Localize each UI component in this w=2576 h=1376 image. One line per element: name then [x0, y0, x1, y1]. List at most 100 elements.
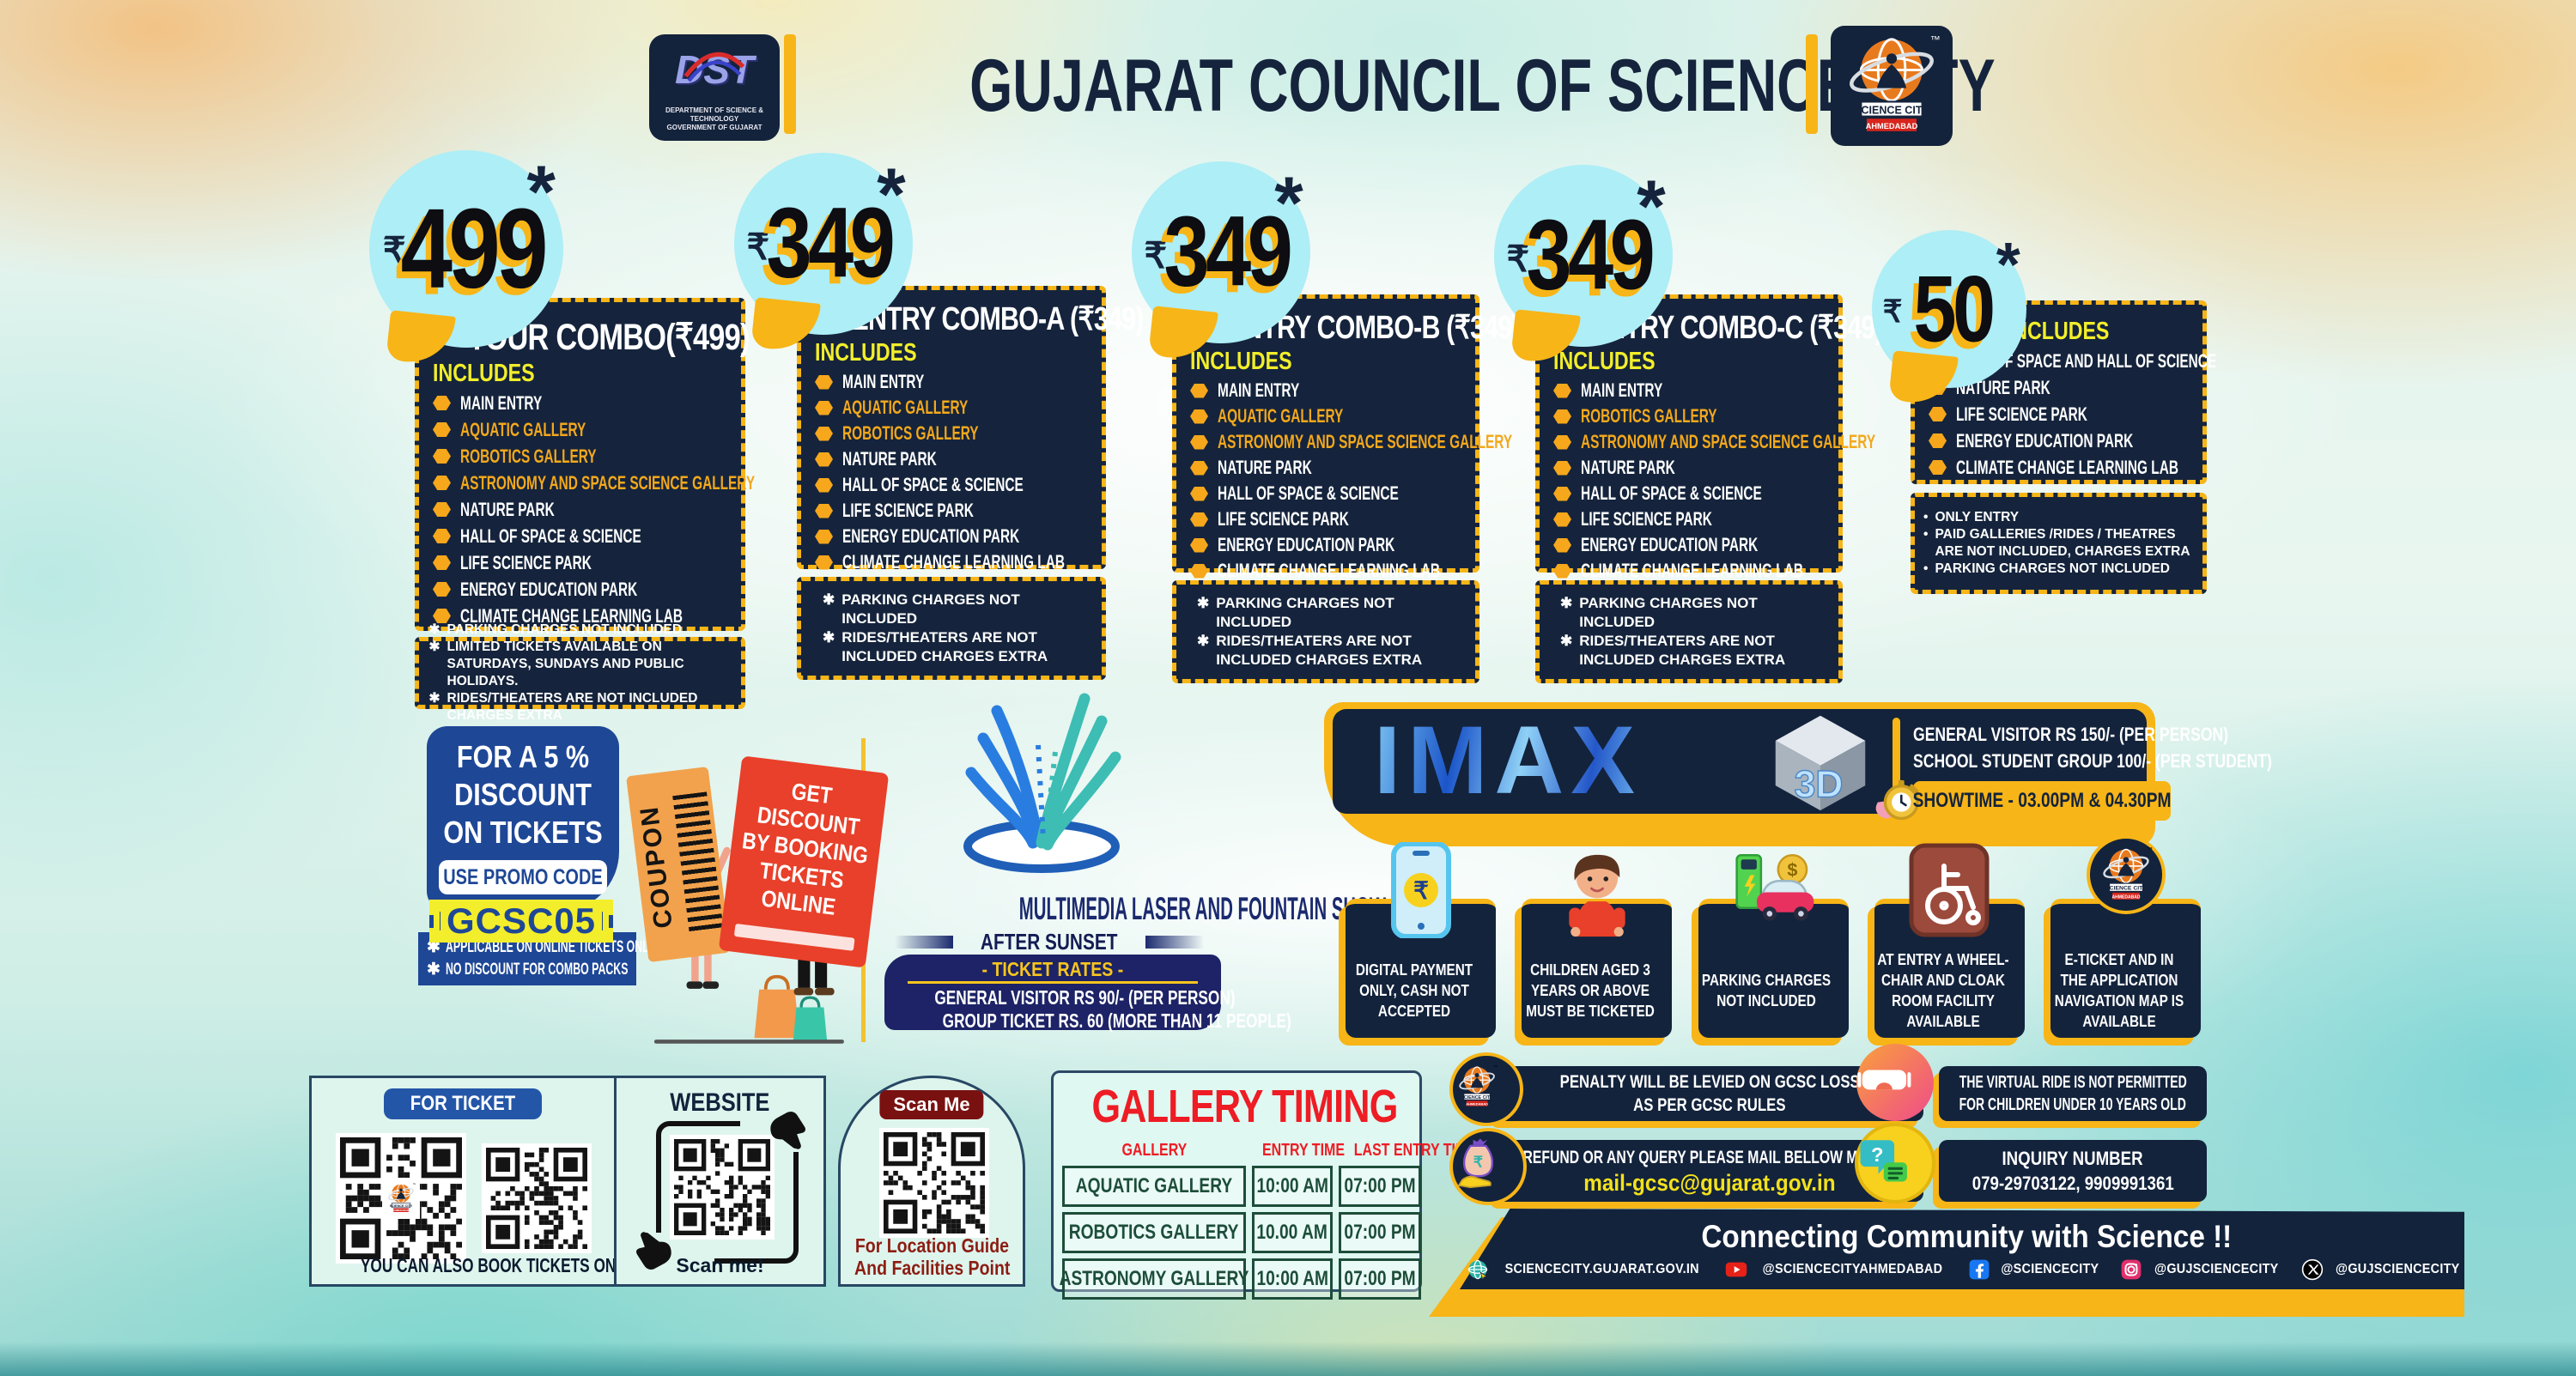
page-title: GUJARAT COUNCIL OF SCIENCE CITY — [969, 45, 1996, 127]
promo-code-decoration — [429, 914, 434, 928]
includes-label: INCLUDES — [1190, 348, 1292, 375]
hexagon-bullet-icon — [433, 502, 451, 517]
info-card-text: CHILDREN AGED 3 YEARS OR ABOVE MUST BE T… — [1526, 961, 1656, 1020]
scan-me-badge: Scan Me — [879, 1090, 984, 1119]
title-divider-bar — [784, 34, 796, 134]
social-item[interactable]: @SCIENCECITY — [1968, 1258, 2105, 1281]
combo-notes-c: ✱ PARKING CHARGES NOT INCLUDED ✱ RIDES/THEA… — [1535, 580, 1843, 683]
website-label[interactable]: WEBSITE — [670, 1088, 770, 1117]
svg-text:AHMEDABAD: AHMEDABAD — [2111, 894, 2140, 900]
combo-include-item: NATURE PARK — [433, 496, 727, 523]
info-card: PARKING CHARGES NOT INCLUDED $ — [1694, 846, 1853, 1045]
info-card-box: E-TICKET AND IN THE APPLICATION NAVIGATI… — [2050, 899, 2201, 1038]
for-ticket-badge: FOR TICKET — [384, 1088, 542, 1119]
svg-text:$: $ — [1787, 858, 1797, 880]
svg-text:SCIENCE CITY: SCIENCE CITY — [2105, 886, 2147, 892]
promo-code-decoration — [609, 914, 613, 928]
refund-email-link[interactable]: mail-gcsc@gujarat.gov.in — [1583, 1169, 1836, 1196]
combo-note: ✱ RIDES/THEATERS ARE NOT INCLUDED CHARGES… — [823, 629, 1048, 664]
svg-text:₹: ₹ — [1473, 1154, 1484, 1171]
combo-include-item: NATURE PARK — [1190, 455, 1461, 481]
combo-include-item: AQUATIC GALLERY — [433, 416, 727, 443]
price-asterisk: * — [526, 151, 556, 233]
rate-line: GROUP TICKET RS. 60 (MORE THAN 11 PEOPLE… — [942, 1009, 1291, 1032]
combo-include-item: LIFE SCIENCE PARK — [1190, 506, 1461, 532]
hexagon-bullet-icon — [433, 476, 451, 490]
location-qr-code — [879, 1128, 989, 1238]
combo-include-item: LIFE SCIENCE PARK — [1553, 506, 1825, 532]
combo-include-item: CLIMATE CHANGE LEARNING LAB — [1553, 558, 1825, 584]
social-handle[interactable]: SCIENCECITY.GUJARAT.GOV.IN — [1504, 1262, 1699, 1276]
combo-notes-b: ✱ PARKING CHARGES NOT INCLUDED ✱ RIDES/THEA… — [1172, 580, 1479, 683]
gallery-table-header: GALLERY — [1121, 1141, 1187, 1160]
decorative-bar — [1145, 936, 1204, 949]
combo-card-a: ENTRY COMBO-A (₹349) INCLUDES MAIN ENTRY… — [797, 286, 1144, 573]
price-bubble-combo-a: ₹ 349 * — [734, 153, 913, 335]
combo-include-item: ENERGY EDUCATION PARK — [1929, 427, 2189, 454]
info-card-text: DIGITAL PAYMENT ONLY, CASH NOT ACCEPTED — [1355, 961, 1473, 1020]
price-value: 50 — [1913, 255, 1996, 362]
hexagon-bullet-icon — [815, 374, 833, 390]
combo-include-item: LIFE SCIENCE PARK — [1929, 401, 2189, 427]
price-value: 349 — [1163, 196, 1292, 308]
virtual-ride-notice: THE VIRTUAL RIDE IS NOT PERMITTED FOR CH… — [1939, 1066, 2207, 1121]
rupee-symbol: ₹ — [1882, 293, 1903, 329]
hexagon-bullet-icon — [1929, 460, 1947, 475]
facebook-icon — [1968, 1258, 1990, 1281]
social-links-row: SCIENCECITY.GUJARAT.GOV.IN @SCIENCECITYAH… — [1467, 1258, 2459, 1281]
combo-notes-tour: ✱ PARKING CHARGES NOT INCLUDED ✱ LIMITED TI… — [415, 622, 745, 723]
online-discount-ticket: GET DISCOUNT BY BOOKING TICKETS ONLINE — [718, 755, 890, 968]
social-handle[interactable]: @GUJSCIENCECITY — [2335, 1262, 2460, 1276]
globe-icon — [1467, 1258, 1489, 1281]
price-value: 499 — [400, 185, 549, 312]
combo-include-item: MAIN ENTRY — [1190, 378, 1461, 403]
hexagon-bullet-icon — [1553, 460, 1571, 476]
imax-banner: IMAX 3D GENERAL VISITOR RS 150/- (PER PE… — [1324, 702, 2272, 846]
parking-car-icon: $ — [1727, 842, 1820, 938]
svg-text:AHMEDABAD: AHMEDABAD — [1466, 1102, 1488, 1106]
hexagon-bullet-icon — [433, 555, 451, 570]
discount-headline: FOR A 5 % DISCOUNT ON TICKETS — [443, 739, 603, 850]
hexagon-bullet-icon — [433, 529, 451, 543]
combo-include-item: ASTRONOMY AND SPACE SCIENCE GALLERY — [433, 470, 755, 496]
hexagon-bullet-icon — [1190, 383, 1208, 398]
inquiry-phone-numbers[interactable]: 079-29703122, 9909991361 — [1971, 1173, 2174, 1194]
info-card-text: PARKING CHARGES NOT INCLUDED — [1702, 972, 1832, 1009]
pointing-hand-icon — [762, 1101, 820, 1159]
promo-code-decoration — [602, 912, 604, 930]
combo-include-item: CLIMATE CHANGE LEARNING LAB — [1929, 454, 2189, 481]
combo-include-item: NATURE PARK — [815, 446, 1088, 472]
social-handle[interactable]: @SCIENCECITYAHMEDABAD — [1762, 1262, 1943, 1276]
combo-include-list: MAIN ENTRY ROBOTICS GALLERY ASTRONOMY AND … — [1553, 378, 1875, 584]
combo-include-item: ASTRONOMY AND SPACE SCIENCE GALLERY — [1190, 429, 1512, 455]
social-item[interactable]: @GUJSCIENCECITY — [2301, 1258, 2467, 1281]
location-guide-caption: For Location Guide And Facilities Point — [854, 1234, 1011, 1279]
combo-include-item: HALL OF SPACE & SCIENCE — [1553, 481, 1825, 506]
social-item[interactable]: @GUJSCIENCECITY — [2120, 1258, 2286, 1281]
hexagon-bullet-icon — [1190, 486, 1208, 501]
coupon-message: GET DISCOUNT BY BOOKING TICKETS ONLINE — [740, 778, 870, 920]
social-handle[interactable]: @SCIENCECITY — [2001, 1262, 2099, 1276]
social-handle[interactable]: @GUJSCIENCECITY — [2154, 1262, 2279, 1276]
combo-include-item: MAIN ENTRY — [433, 390, 727, 416]
svg-text:™: ™ — [2147, 847, 2152, 853]
scan-me-caption: Scan me! — [676, 1254, 764, 1276]
info-card: CHILDREN AGED 3 YEARS OR ABOVE MUST BE T… — [1517, 846, 1676, 1045]
social-item[interactable]: @SCIENCECITYAHMEDABAD — [1725, 1258, 1953, 1281]
hexagon-bullet-icon — [433, 396, 451, 410]
divider-rod — [1893, 718, 1900, 805]
x-icon — [2301, 1258, 2324, 1281]
social-item[interactable]: SCIENCECITY.GUJARAT.GOV.IN — [1467, 1258, 1710, 1281]
svg-text:SCIENCE CITY: SCIENCE CITY — [1461, 1095, 1493, 1100]
combo-include-item: AQUATIC GALLERY — [1190, 403, 1461, 429]
combo-include-item: ASTRONOMY AND SPACE SCIENCE GALLERY — [1553, 429, 1875, 455]
location-qr-panel: Scan Me For Location Guide And Facilitie… — [838, 1076, 1025, 1287]
price-bubble-combo-c: ₹ 349 * — [1494, 165, 1673, 347]
hexagon-bullet-icon — [433, 449, 451, 464]
combo-include-item: AQUATIC GALLERY — [815, 395, 1088, 421]
penalty-notice: PENALTY WILL BE LEVIED ON GCSC LOSS AS P… — [1496, 1066, 1923, 1121]
3d-cube-icon: 3D — [1775, 715, 1866, 811]
pointing-hand-icon — [623, 1223, 680, 1281]
price-bubble-entry: ₹ 50 * — [1872, 230, 2026, 388]
combo-include-item: ENERGY EDUCATION PARK — [1190, 532, 1461, 558]
